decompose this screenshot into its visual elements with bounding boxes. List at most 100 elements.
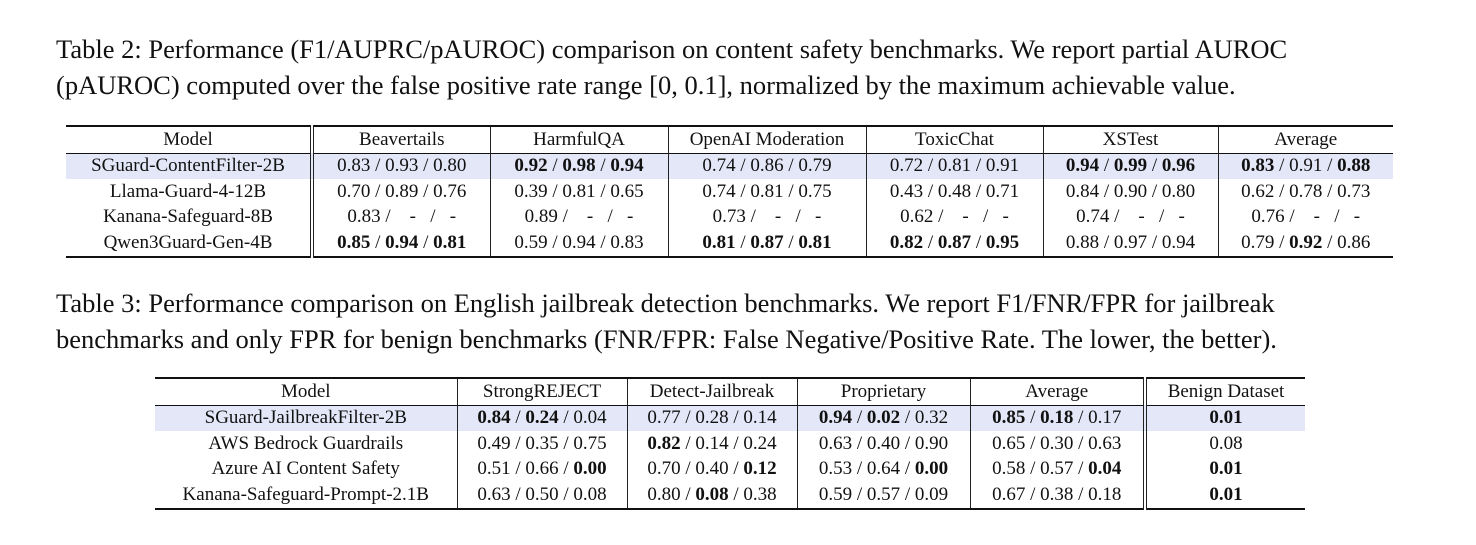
cell-text: / 0.04 <box>558 407 607 429</box>
best-value: 0.98 <box>562 155 596 177</box>
cell: 0.74 / 0.86 / 0.79 <box>667 153 866 179</box>
row: SGuard-ContentFilter-2B 0.83 / 0.93 / 0.8… <box>66 153 1393 179</box>
cell-text: / <box>1025 407 1041 429</box>
cell: SGuard-ContentFilter-2B <box>66 153 312 179</box>
cell-text: / <box>370 231 386 253</box>
cell: 0.51 / 0.66 / 0.00 <box>456 456 627 482</box>
cell-text: / <box>418 231 434 253</box>
cell: 0.63 / 0.50 / 0.08 <box>456 482 627 509</box>
cell: 0.82 / 0.14 / 0.24 <box>626 431 797 457</box>
cell: 0.53 / 0.64 / 0.00 <box>796 456 970 482</box>
best-value: 0.24 <box>525 407 559 429</box>
header-cell: XSTest <box>1042 126 1218 153</box>
cell-text: 0.58 / 0.57 / <box>992 458 1089 480</box>
cell: 0.65 / 0.30 / 0.63 <box>969 431 1145 457</box>
best-value: 0.95 <box>985 231 1020 253</box>
header-row: Model Beavertails HarmfulQA OpenAI Moderati… <box>66 126 1393 153</box>
cell: SGuard-JailbreakFilter-2B <box>155 405 457 431</box>
header-cell: Detect-Jailbreak <box>626 378 797 405</box>
cell-text: / 0.86 <box>1322 231 1371 253</box>
cell: 0.83 / - / - <box>310 204 490 230</box>
header-cell: Beavertails <box>310 126 490 153</box>
cell: 0.59 / 0.94 / 0.83 <box>489 230 668 257</box>
cell-text: 0.70 / 0.40 / <box>647 458 744 480</box>
best-value: 0.08 <box>695 483 729 505</box>
cell: 0.79 / 0.92 / 0.86 <box>1217 230 1393 257</box>
cell: 0.49 / 0.35 / 0.75 <box>456 431 627 457</box>
cell-text: / <box>783 231 799 253</box>
best-value: 0.92 <box>514 155 548 177</box>
cell: 0.08 <box>1143 431 1305 457</box>
cell-text: 0.51 / 0.66 / <box>477 458 574 480</box>
cell-text: / 0.38 <box>728 483 777 505</box>
cell: 0.01 <box>1143 482 1305 509</box>
cell: 0.74 / 0.81 / 0.75 <box>667 179 866 205</box>
cell: 0.01 <box>1143 456 1305 482</box>
cell-text: / <box>971 231 986 253</box>
cell: 0.92 / 0.98 / 0.94 <box>489 153 668 179</box>
header-cell: Benign Dataset <box>1143 378 1305 405</box>
cell: 0.83 / 0.93 / 0.80 <box>310 153 490 179</box>
header-cell: Average <box>1217 126 1393 153</box>
cell: 0.81 / 0.87 / 0.81 <box>667 230 866 257</box>
row: AWS Bedrock Guardrails 0.49 / 0.35 / 0.75… <box>155 431 1305 457</box>
best-value: 0.82 <box>647 432 681 454</box>
row: Llama-Guard-4-12B 0.70 / 0.89 / 0.76 0.39 … <box>66 179 1393 205</box>
cell: 0.83 / 0.91 / 0.88 <box>1217 153 1393 179</box>
best-value: 0.83 <box>1241 155 1275 177</box>
best-value: 0.99 <box>1113 155 1148 177</box>
row: Kanana-Safeguard-8B 0.83 / - / -0.89 / - … <box>66 204 1393 230</box>
cell: 0.77 / 0.28 / 0.14 <box>626 405 797 431</box>
best-value: 0.85 <box>992 407 1026 429</box>
header-row: Model StrongREJECT Detect-Jailbreak Proprie… <box>155 378 1305 405</box>
cell-text: / 0.91 / <box>1274 155 1338 177</box>
cell-text: / <box>1099 155 1114 177</box>
best-value: 0.85 <box>337 231 371 253</box>
cell: 0.88 / 0.97 / 0.94 <box>1042 230 1218 257</box>
cell: Kanana-Safeguard-8B <box>103 206 273 228</box>
table: Model Beavertails HarmfulQA OpenAI Moderati… <box>66 125 1393 258</box>
cell: 0.94 / 0.99 / 0.96 <box>1042 153 1218 179</box>
best-value: 0.12 <box>743 458 777 480</box>
cell: Kanana-Safeguard-Prompt-2.1B <box>182 483 429 505</box>
cell: 0.76 / - / - <box>1217 204 1393 230</box>
best-value: 0.96 <box>1161 155 1196 177</box>
header-cell: StrongREJECT <box>456 378 627 405</box>
best-value: 0.00 <box>573 458 607 480</box>
best-value: 0.94 <box>1065 155 1100 177</box>
header-cell: Model <box>163 128 213 150</box>
best-value: 0.81 <box>702 231 736 253</box>
cell: 0.73 / - / - <box>667 204 866 230</box>
row: Azure AI Content Safety 0.51 / 0.66 / 0.0… <box>155 456 1305 482</box>
caption: Table 3: Performance comparison on Engli… <box>56 285 1426 357</box>
cell-text: / 0.17 <box>1073 407 1122 429</box>
best-value: 0.01 <box>1209 483 1243 505</box>
cell: Qwen3Guard-Gen-4B <box>103 231 273 253</box>
cell-text: / <box>923 231 938 253</box>
cell: 0.85 / 0.94 / 0.81 <box>310 230 490 257</box>
header-cell: ToxicChat <box>865 126 1043 153</box>
cell: 0.74 / - / - <box>1042 204 1218 230</box>
table-body: SGuard-JailbreakFilter-2B 0.84 / 0.24 / 0… <box>155 405 1305 509</box>
caption-line: (pAUROC) computed over the false positiv… <box>56 70 1236 100</box>
cell: 0.72 / 0.81 / 0.91 <box>865 153 1043 179</box>
best-value: 0.92 <box>1289 231 1323 253</box>
best-value: 0.94 <box>818 407 853 429</box>
best-value: 0.94 <box>610 155 644 177</box>
cell-text: / <box>595 155 611 177</box>
table-body: SGuard-ContentFilter-2B 0.83 / 0.93 / 0.8… <box>66 153 1393 257</box>
cell: 0.62 / - / - <box>865 204 1043 230</box>
row: Qwen3Guard-Gen-4B 0.85 / 0.94 / 0.81 0.59 … <box>66 230 1393 257</box>
cell-text: / <box>735 231 751 253</box>
cell-text: 0.79 / <box>1241 231 1290 253</box>
cell-text: / <box>1147 155 1162 177</box>
cell: 0.70 / 0.40 / 0.12 <box>626 456 797 482</box>
header-cell: OpenAI Moderation <box>667 126 866 153</box>
cell-text: / 0.32 <box>900 407 949 429</box>
best-value: 0.01 <box>1209 407 1243 429</box>
best-value: 0.88 <box>1337 155 1371 177</box>
caption-line: benchmarks and only FPR for benign bench… <box>56 324 1277 354</box>
header-cell: Average <box>969 378 1145 405</box>
best-value: 0.81 <box>798 231 832 253</box>
